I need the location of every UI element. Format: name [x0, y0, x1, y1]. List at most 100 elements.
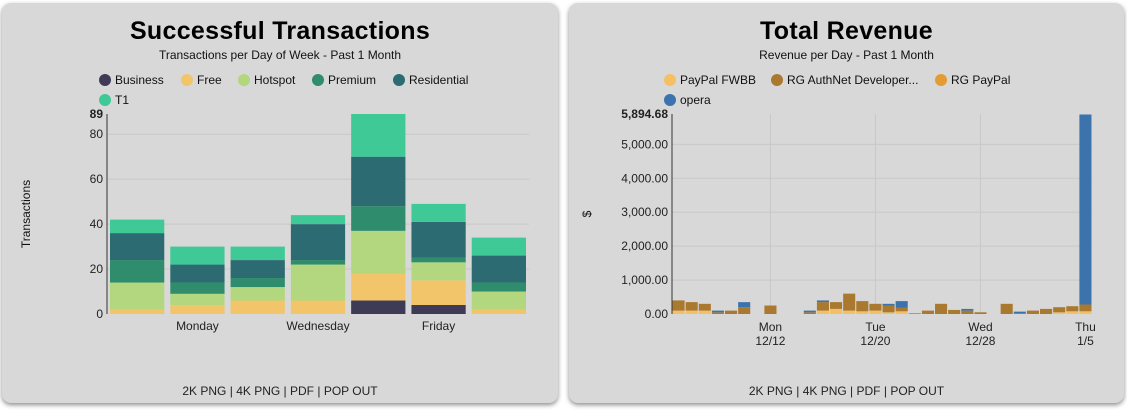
export-2k-png-link[interactable]: 2K PNG — [182, 384, 227, 398]
y-tick-label: 2,000.00 — [621, 239, 668, 253]
y-max-label: 89 — [90, 107, 104, 121]
x-tick-sublabel: 12/20 — [860, 334, 890, 348]
x-tick-sublabel: 1/5 — [1077, 334, 1094, 348]
x-tick-sublabel: 12/28 — [965, 334, 995, 348]
legend-swatch — [312, 74, 324, 86]
bar-segment — [411, 262, 466, 281]
bar-segment — [764, 305, 777, 314]
legend-swatch — [771, 74, 783, 86]
bar-segment — [816, 300, 829, 303]
bar-segment — [882, 312, 895, 314]
legend-item-paypal-fwbb[interactable]: PayPal FWBB — [664, 73, 756, 87]
bar-segment — [110, 233, 165, 261]
bar-segment — [170, 282, 225, 294]
y-tick-label: 0.00 — [645, 307, 669, 321]
bar-segment — [1079, 114, 1092, 305]
bar-segment — [738, 302, 751, 308]
export-links: 2K PNG | 4K PNG | PDF | POP OUT — [569, 384, 1124, 398]
legend-item-premium[interactable]: Premium — [312, 73, 376, 87]
bar-segment — [816, 310, 829, 314]
bar-segment — [471, 237, 526, 256]
legend-swatch — [99, 74, 111, 86]
bar-segment — [290, 264, 346, 301]
bar-segment — [471, 291, 526, 310]
separator: | — [283, 384, 287, 398]
legend-item-rg-paypal[interactable]: RG PayPal — [935, 73, 1010, 87]
bar-segment — [351, 273, 406, 301]
export-pdf-link[interactable]: PDF — [290, 384, 315, 398]
legend-label: opera — [680, 93, 711, 107]
y-axis-title: Transactions — [19, 180, 33, 248]
bar-segment — [411, 203, 466, 222]
legend-item-rg-authnet-developer[interactable]: RG AuthNet Developer... — [771, 73, 918, 87]
legend-swatch — [393, 74, 405, 86]
bar-segment — [351, 300, 406, 314]
bar-segment — [1000, 303, 1013, 314]
export-2k-png-link[interactable]: 2K PNG — [748, 384, 793, 398]
bar-segment — [230, 260, 285, 279]
pop-out-link[interactable]: POP OUT — [323, 384, 378, 398]
legend-label: Business — [115, 73, 164, 87]
bar-segment — [961, 310, 974, 314]
bar-segment — [711, 312, 724, 314]
bar-segment — [685, 310, 698, 314]
bar-segment — [1053, 307, 1066, 313]
chart-title: Successful Transactions — [129, 17, 431, 45]
bar-segment — [110, 282, 165, 310]
legend-item-free[interactable]: Free — [181, 73, 222, 87]
bar-segment — [803, 310, 816, 313]
legend-swatch — [664, 94, 676, 106]
legend-label: PayPal FWBB — [680, 73, 757, 87]
legend-item-t1[interactable]: T1 — [99, 93, 129, 107]
bar-segment — [170, 246, 225, 265]
export-4k-png-link[interactable]: 4K PNG — [236, 384, 281, 398]
legend-swatch — [99, 94, 111, 106]
legend-label: RG AuthNet Developer... — [787, 73, 919, 87]
pop-out-link[interactable]: POP OUT — [890, 384, 945, 398]
bar-segment — [711, 310, 724, 313]
bar-segment — [1066, 306, 1079, 312]
y-tick-label: 3,000.00 — [621, 205, 668, 219]
legend-item-hotspot[interactable]: Hotspot — [238, 73, 295, 87]
chart-subtitle: Revenue per Day - Past 1 Month — [759, 48, 934, 62]
legend-item-business[interactable]: Business — [99, 73, 164, 87]
bar-segment — [856, 311, 869, 314]
bar-segment — [895, 311, 908, 314]
legend-label: RG PayPal — [951, 73, 1011, 87]
export-links: 2K PNG | 4K PNG | PDF | POP OUT — [2, 384, 558, 398]
legend-label: T1 — [115, 93, 130, 107]
bar-segment — [230, 300, 285, 314]
chart-title: Total Revenue — [760, 17, 933, 45]
bar-segment — [351, 114, 406, 157]
bar-segment — [230, 246, 285, 261]
legend-swatch — [181, 74, 193, 86]
bar-segment — [803, 312, 816, 314]
bar-segment — [856, 301, 869, 312]
bar-segment — [1013, 311, 1026, 314]
bar-segment — [170, 305, 225, 314]
legend-item-residential[interactable]: Residential — [393, 73, 468, 87]
bar-segment — [685, 302, 698, 311]
legend-label: Premium — [328, 73, 377, 87]
bar-segment — [948, 309, 961, 314]
legend-item-opera[interactable]: opera — [664, 93, 711, 107]
separator: | — [229, 384, 233, 398]
bar-segment — [1026, 310, 1039, 314]
bar-segment — [290, 260, 346, 265]
legend-swatch — [664, 74, 676, 86]
bar-segment — [725, 310, 738, 314]
x-tick-label: Friday — [422, 319, 455, 333]
y-axis-title: $ — [580, 210, 594, 217]
bar-segment — [816, 302, 829, 311]
y-tick-label: 1,000.00 — [621, 273, 668, 287]
bar-segment — [110, 260, 165, 283]
bar-segment — [895, 307, 908, 312]
bar-segment — [672, 300, 685, 311]
bar-segment — [411, 257, 466, 263]
bar-segment — [471, 255, 526, 283]
export-4k-png-link[interactable]: 4K PNG — [802, 384, 847, 398]
bar-segment — [230, 278, 285, 288]
bar-segment — [170, 264, 225, 283]
export-pdf-link[interactable]: PDF — [856, 384, 881, 398]
bar-segment — [351, 230, 406, 274]
